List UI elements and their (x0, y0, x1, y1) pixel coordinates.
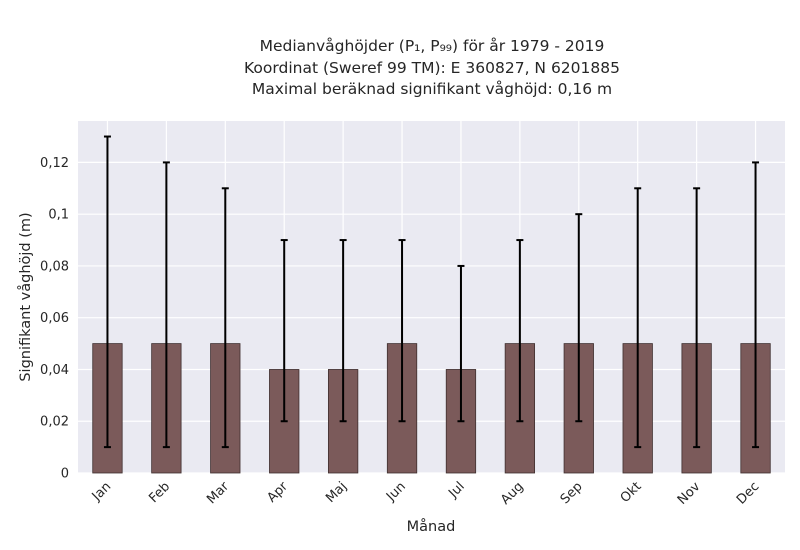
x-tick-label: Jun (383, 479, 409, 505)
x-tick-label: Aug (498, 479, 527, 508)
x-tick-label: Okt (618, 479, 645, 506)
plot-area (78, 121, 785, 473)
y-tick-label: 0,04 (40, 363, 69, 378)
chart-title: Medianvåghöjder (P₁, P₉₉) för år 1979 - … (244, 37, 620, 98)
y-tick-label: 0,1 (48, 208, 69, 223)
error-bar-feb (162, 161, 170, 449)
chart-title-line-2: Koordinat (Sweref 99 TM): E 360827, N 62… (244, 59, 620, 77)
error-bar-jan (103, 135, 111, 449)
y-tick-label: 0,02 (40, 415, 69, 430)
x-axis-label: Månad (407, 518, 456, 535)
chart-title-line-1: Medianvåghöjder (P₁, P₉₉) för år 1979 - … (260, 37, 605, 55)
x-tick-label: Nov (675, 479, 704, 508)
error-bar-aug (516, 239, 524, 423)
x-tick-label: Jul (445, 479, 467, 501)
x-tick-label: Jan (89, 479, 114, 504)
x-tick-label: Apr (265, 479, 292, 506)
error-bar-jun (398, 239, 406, 423)
x-tick-label: Mar (204, 479, 232, 507)
y-tick-label: 0 (61, 467, 69, 482)
x-tick-label: Sep (558, 479, 586, 507)
x-axis-ticks: Jan Feb Mar Apr Maj Jun Jul Aug Sep Okt Nov Dec (89, 479, 763, 508)
y-tick-label: 0,08 (40, 259, 69, 274)
error-bar-nov (693, 187, 701, 449)
x-tick-label: Dec (734, 479, 762, 507)
y-axis-label: Signifikant våghöjd (m) (17, 212, 34, 381)
error-bar-jul (457, 264, 465, 423)
error-bar-dec (752, 161, 760, 449)
error-bar-mar (221, 187, 229, 449)
error-bar-maj (339, 239, 347, 423)
error-bar-apr (280, 239, 288, 423)
error-bar-okt (634, 187, 642, 449)
y-tick-label: 0,06 (40, 311, 69, 326)
y-axis-ticks: 0 0,02 0,04 0,06 0,08 0,1 0,12 (40, 156, 69, 482)
x-tick-label: Maj (323, 479, 350, 506)
x-tick-label: Feb (146, 479, 173, 506)
error-bars (103, 135, 760, 449)
error-bar-sep (575, 213, 583, 423)
chart-title-line-3: Maximal beräknad signifikant våghöjd: 0,… (252, 80, 612, 98)
y-tick-label: 0,12 (40, 156, 69, 171)
